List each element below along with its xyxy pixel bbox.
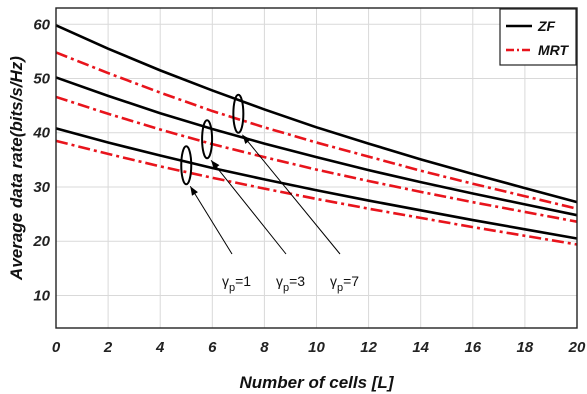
series-line-mrt-gamma-7 <box>55 51 578 210</box>
x-axis-title: Number of cells [L] <box>240 373 395 392</box>
annotation-ellipse <box>232 93 245 134</box>
y-tick-label: 40 <box>32 125 50 142</box>
y-tick-label: 60 <box>33 16 50 33</box>
x-tick-label: 6 <box>208 339 217 356</box>
annotation-label: γp=3 <box>276 273 305 294</box>
x-tick-label: 18 <box>517 339 534 356</box>
plot-frame <box>55 7 578 329</box>
y-tick-label: 10 <box>33 287 50 304</box>
series-line-zf-gamma-7 <box>55 24 578 204</box>
series-layer <box>55 24 578 246</box>
annotation-arrow-line <box>189 186 233 255</box>
y-tick-label: 50 <box>33 71 50 88</box>
x-tick-label: 16 <box>464 339 481 356</box>
series-line-zf-gamma-3 <box>55 76 578 217</box>
y-axis-title: Average data rate(bits/s/Hz) <box>7 56 26 281</box>
x-tick-label: 8 <box>260 339 269 356</box>
annotation-arrow-line <box>241 134 341 255</box>
legend-box <box>499 8 577 66</box>
y-tick-label: 20 <box>32 233 50 250</box>
x-tick-label: 2 <box>103 339 113 356</box>
annotation-arrow-line <box>210 159 287 255</box>
series-line-mrt-gamma-1 <box>55 139 578 246</box>
x-tick-label: 0 <box>52 339 61 356</box>
x-tick-label: 14 <box>412 339 429 356</box>
series-line-mrt-gamma-3 <box>55 95 578 223</box>
legend-label-zf: ZF <box>537 18 556 34</box>
series-line-zf-gamma-1 <box>55 127 578 240</box>
x-tick-label: 4 <box>155 339 165 356</box>
x-tick-label: 12 <box>360 339 377 356</box>
legend: ZF MRT <box>499 8 577 66</box>
annotations-layer: γp=1 γp=3 γp=7 <box>180 93 359 294</box>
annotation-arrowhead <box>190 186 198 196</box>
x-tick-label: 10 <box>308 339 325 356</box>
tick-labels: 0 2 4 6 8 10 12 14 16 18 20 10 20 30 40 50 60 <box>32 16 586 356</box>
annotation-label: γp=1 <box>222 273 251 294</box>
annotation-ellipse <box>201 119 214 160</box>
x-tick-label: 20 <box>568 339 586 356</box>
annotation-ellipse <box>180 145 193 186</box>
annotation-arrowhead <box>211 160 220 170</box>
y-tick-label: 30 <box>33 179 50 196</box>
legend-label-mrt: MRT <box>538 42 570 58</box>
annotation-label: γp=7 <box>330 273 359 294</box>
annotation-arrowhead <box>242 134 251 144</box>
